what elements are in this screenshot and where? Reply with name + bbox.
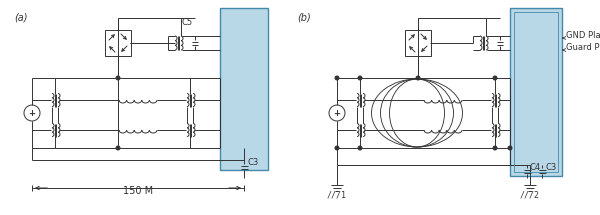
Text: 150 M: 150 M	[123, 186, 153, 196]
Text: (a): (a)	[14, 12, 28, 22]
Bar	[405, 30, 431, 56]
Text: GND Plane: GND Plane	[566, 31, 600, 40]
Circle shape	[416, 76, 420, 80]
Circle shape	[493, 76, 497, 80]
Circle shape	[116, 146, 120, 150]
Circle shape	[358, 146, 362, 150]
Text: C3: C3	[545, 163, 556, 172]
Bar	[220, 8, 268, 170]
Circle shape	[358, 76, 362, 80]
Text: +: +	[29, 109, 35, 118]
Text: C5: C5	[182, 18, 193, 27]
Text: C3: C3	[247, 158, 258, 167]
Circle shape	[508, 146, 512, 150]
Text: ///2: ///2	[520, 190, 540, 199]
Circle shape	[335, 146, 339, 150]
Bar	[514, 12, 558, 172]
Text: ///1: ///1	[327, 190, 347, 199]
Text: (b): (b)	[297, 12, 311, 22]
Text: C4: C4	[530, 163, 541, 172]
Bar	[510, 8, 562, 176]
Circle shape	[116, 76, 120, 80]
Bar	[105, 30, 131, 56]
Circle shape	[493, 146, 497, 150]
Text: +: +	[334, 109, 341, 118]
Text: Guard Plane: Guard Plane	[566, 43, 600, 52]
Circle shape	[335, 76, 339, 80]
